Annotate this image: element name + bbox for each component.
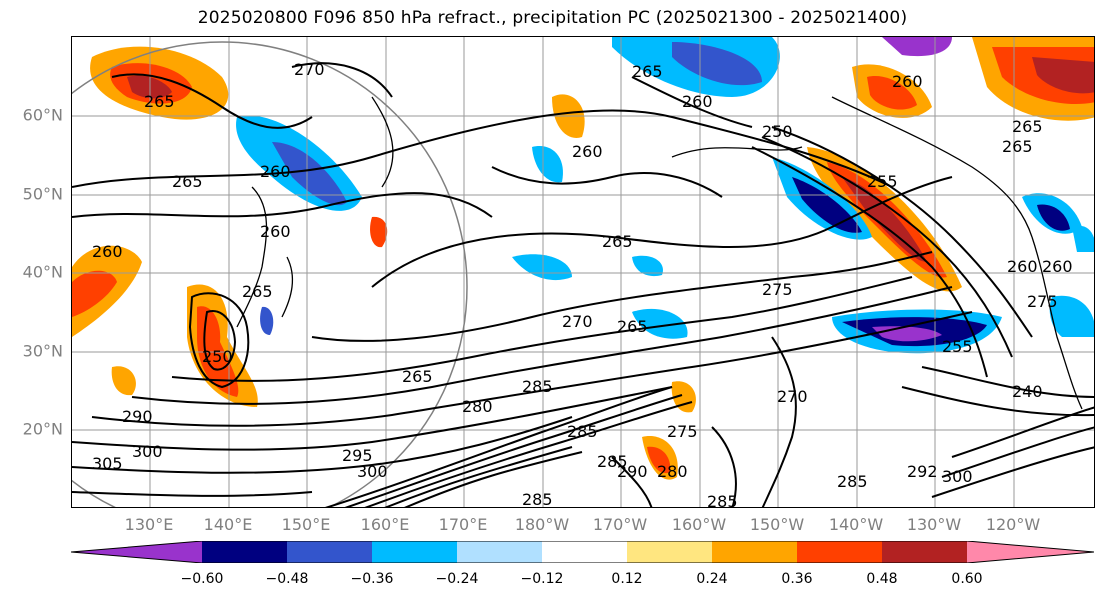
contour-label: 275 xyxy=(667,422,698,441)
contour-label: 260 xyxy=(892,72,923,91)
precipitation-anomaly-fills xyxy=(72,37,1094,480)
contour-label: 265 xyxy=(402,367,433,386)
contour-label: 290 xyxy=(617,462,648,481)
contour-label: 285 xyxy=(522,377,553,396)
contour-label: 285 xyxy=(597,452,628,471)
lat-label-30n: 30°N xyxy=(22,341,63,361)
contour-label: 275 xyxy=(762,280,793,299)
lon-label-140w: 140°W xyxy=(828,515,884,534)
lon-label-180w: 180°W xyxy=(514,515,570,534)
contour-label: 265 xyxy=(632,62,663,81)
contour-label: 250 xyxy=(762,122,793,141)
contour-label: 265 xyxy=(172,172,203,191)
map-panel: 270 265 260 265 260 260 265 260 250 255 … xyxy=(71,36,1095,508)
colorbar-segment xyxy=(202,541,287,563)
colorbar-tick: 0.48 xyxy=(866,571,898,587)
contour-label: 285 xyxy=(837,472,868,491)
lon-label-150w: 150°W xyxy=(749,515,805,534)
contour-label: 260 xyxy=(92,242,123,261)
contour-label: 240 xyxy=(1012,382,1043,401)
contour-label: 295 xyxy=(342,446,373,465)
contour-label: 300 xyxy=(357,462,388,481)
lon-label-170w: 170°W xyxy=(592,515,648,534)
refractivity-contours xyxy=(72,62,1094,507)
colorbar-segment xyxy=(287,541,372,563)
colorbar-tick: −0.12 xyxy=(520,571,564,587)
lon-label-170e: 170°E xyxy=(438,515,488,534)
contour-label: 265 xyxy=(1002,137,1033,156)
colorbar-tick: 0.24 xyxy=(696,571,728,587)
colorbar-tick: −0.24 xyxy=(435,571,479,587)
contour-label: 300 xyxy=(942,467,973,486)
colorbar-segment xyxy=(542,541,627,563)
colorbar xyxy=(70,540,1095,564)
contour-label: 285 xyxy=(567,422,598,441)
contour-label: 275 xyxy=(1027,292,1058,311)
lat-label-40n: 40°N xyxy=(22,262,63,282)
lat-label-20n: 20°N xyxy=(22,419,63,439)
lat-label-60n: 60°N xyxy=(22,105,63,125)
colorbar-segment xyxy=(372,541,457,563)
contour-label: 255 xyxy=(867,172,898,191)
contour-label: 270 xyxy=(294,60,325,79)
contour-label: 260 xyxy=(260,222,291,241)
coastlines xyxy=(236,96,1083,410)
contour-label: 260 xyxy=(1007,257,1038,276)
colorbar-segment-lt-060 xyxy=(71,541,202,563)
contour-label: 305 xyxy=(92,454,123,473)
contour-label: 265 xyxy=(602,232,633,251)
lon-label-130e: 130°E xyxy=(124,515,174,534)
contour-label: 285 xyxy=(522,490,553,508)
contour-label: 292 xyxy=(907,462,938,481)
contour-label: 270 xyxy=(777,387,808,406)
contour-label: 270 xyxy=(562,312,593,331)
contour-label: 260 xyxy=(260,162,291,181)
contour-label: 255 xyxy=(942,337,973,356)
lat-label-50n: 50°N xyxy=(22,184,63,204)
colorbar-segment xyxy=(457,541,542,563)
contour-label: 285 xyxy=(707,492,738,508)
lon-label-130w: 130°W xyxy=(906,515,962,534)
contour-label: 265 xyxy=(1012,117,1043,136)
colorbar-svg xyxy=(70,540,1095,564)
lon-label-150e: 150°E xyxy=(281,515,331,534)
contour-label: 280 xyxy=(657,462,688,481)
lon-label-160w: 160°W xyxy=(671,515,727,534)
contour-label: 250 xyxy=(202,347,233,366)
colorbar-segment xyxy=(627,541,712,563)
colorbar-tick: 0.60 xyxy=(951,571,983,587)
contour-label: 280 xyxy=(462,397,493,416)
lon-label-120w: 120°W xyxy=(985,515,1041,534)
colorbar-segment xyxy=(797,541,882,563)
colorbar-tick: −0.60 xyxy=(180,571,224,587)
range-ring xyxy=(72,41,468,507)
contour-label: 260 xyxy=(1042,257,1073,276)
contour-label: 265 xyxy=(144,92,175,111)
contour-label: 300 xyxy=(132,442,163,461)
contour-label: 260 xyxy=(682,92,713,111)
lon-label-160e: 160°E xyxy=(360,515,410,534)
colorbar-tick: −0.48 xyxy=(265,571,309,587)
contour-labels: 270 265 260 265 260 260 265 260 250 255 … xyxy=(92,60,1073,508)
colorbar-tick: −0.36 xyxy=(350,571,394,587)
contour-label: 265 xyxy=(617,317,648,336)
contour-label: 290 xyxy=(122,407,153,426)
lon-label-140e: 140°E xyxy=(203,515,253,534)
colorbar-tick: 0.12 xyxy=(611,571,643,587)
map-title: 2025020800 F096 850 hPa refract., precip… xyxy=(197,8,908,28)
contour-label: 265 xyxy=(242,282,273,301)
contour-label: 260 xyxy=(572,142,603,161)
colorbar-segment xyxy=(882,541,967,563)
map-canvas: 270 265 260 265 260 260 265 260 250 255 … xyxy=(72,37,1094,508)
colorbar-segment xyxy=(712,541,797,563)
colorbar-tick: 0.36 xyxy=(781,571,813,587)
colorbar-segment-gt-060 xyxy=(967,541,1094,563)
